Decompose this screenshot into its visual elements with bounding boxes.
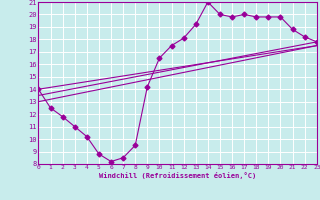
X-axis label: Windchill (Refroidissement éolien,°C): Windchill (Refroidissement éolien,°C) [99, 172, 256, 179]
